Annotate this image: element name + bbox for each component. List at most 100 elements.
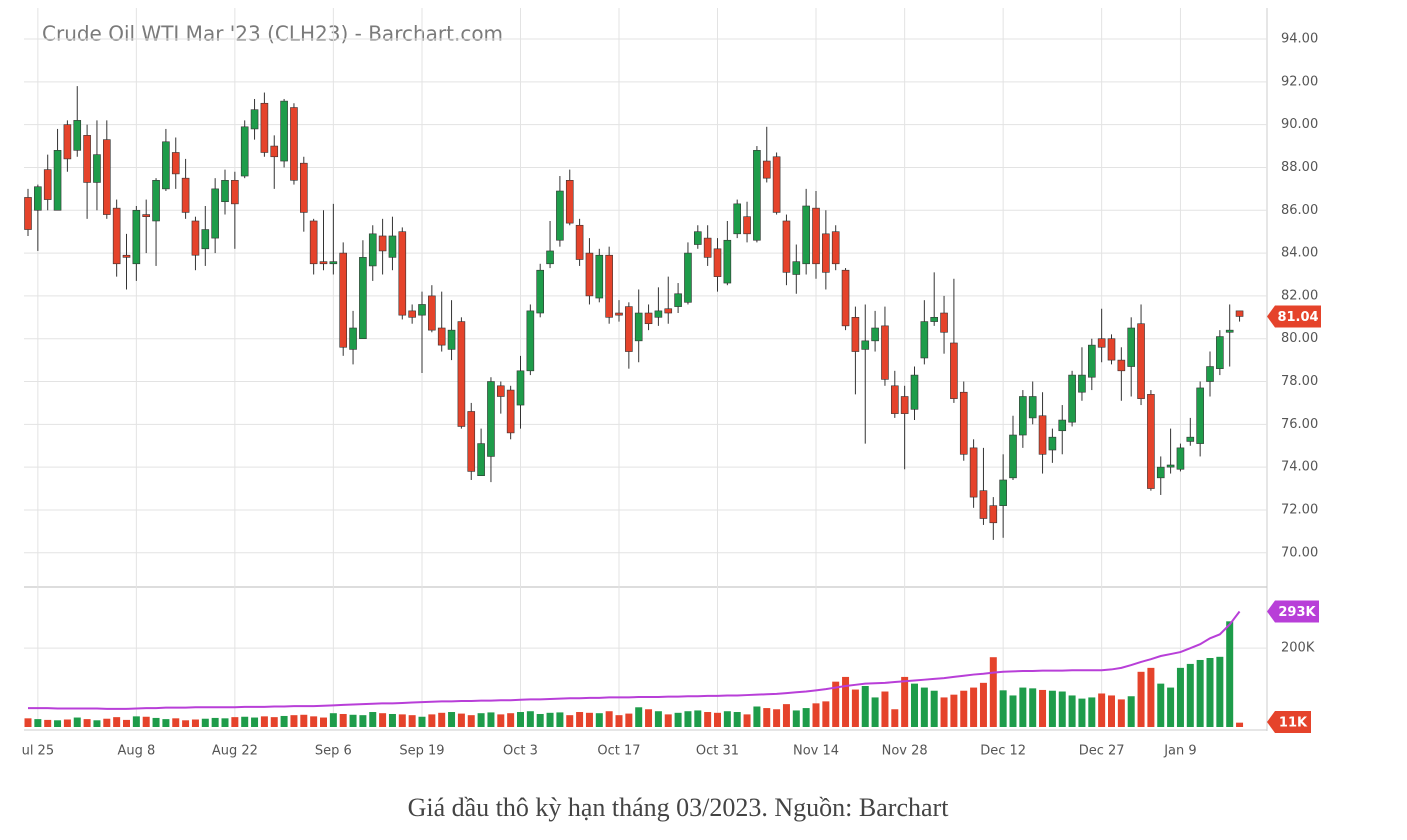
volume-bar (684, 711, 692, 727)
volume-bar (1186, 663, 1194, 727)
volume-bar (901, 676, 909, 727)
candle-body (999, 479, 1007, 506)
volume-bar (871, 697, 879, 727)
volume-bar (103, 718, 111, 727)
candle-body (142, 214, 150, 217)
volume-bar (1029, 688, 1037, 727)
volume-bar (1226, 621, 1234, 727)
volume-bar (674, 712, 682, 727)
volume-bar (1058, 691, 1066, 727)
candle-body (368, 233, 377, 267)
candle-body (447, 329, 456, 350)
volume-bar (1176, 667, 1184, 727)
candle-body (516, 370, 525, 406)
y-tick-label: 90.00 (1281, 117, 1318, 132)
candle-body (53, 150, 62, 211)
candle-body (1166, 464, 1175, 468)
candle-body (989, 505, 998, 524)
candle-body (103, 139, 111, 215)
candle-body (201, 229, 210, 250)
volume-bar (664, 714, 672, 727)
caption: Giá dầu thô kỳ hạn tháng 03/2023. Nguồn:… (408, 793, 950, 822)
candle-body (762, 160, 771, 179)
candle-body (1156, 466, 1165, 479)
volume-average-label-bg (1267, 600, 1319, 623)
candle-body (851, 316, 860, 352)
candle-body (575, 224, 584, 260)
candle-body (812, 207, 820, 265)
candle-body (703, 237, 712, 258)
volume-bar (911, 683, 918, 727)
y-tick-label: 70.00 (1281, 545, 1318, 560)
volume-bar (704, 712, 712, 727)
candle-body (1019, 396, 1027, 436)
candle-body (162, 141, 170, 190)
candle-body (920, 321, 929, 359)
x-tick-label: Aug 8 (117, 744, 155, 759)
candle-body (1206, 366, 1214, 382)
candle-body (171, 152, 180, 175)
volume-bar (645, 709, 653, 727)
candle-body (841, 269, 850, 327)
candle-body (536, 269, 545, 314)
candle-body (1137, 323, 1145, 399)
y-tick-label: 88.00 (1281, 160, 1318, 175)
volume-bar (743, 714, 751, 727)
candle-body (34, 186, 42, 211)
y-tick-label: 94.00 (1281, 32, 1318, 47)
volume-bar (1147, 667, 1155, 727)
x-tick-label: Jan 9 (1163, 744, 1196, 759)
volume-bar (605, 711, 613, 727)
volume-bar (536, 713, 544, 727)
volume-bar (388, 713, 396, 727)
volume-bar (763, 708, 771, 727)
candle-body (693, 231, 702, 245)
volume-bar (191, 719, 199, 727)
candle-body (477, 443, 485, 476)
volume-bar (585, 712, 593, 727)
volume-bar (428, 714, 436, 727)
volume-bar (940, 697, 948, 727)
y-tick-label: 84.00 (1281, 246, 1318, 261)
volume-bar (930, 690, 938, 727)
volume-bar (221, 718, 229, 727)
candle-body (211, 188, 219, 239)
volume-bar (329, 713, 337, 727)
volume-bar (773, 709, 781, 727)
volume-bar (132, 716, 140, 727)
candle-body (299, 162, 308, 213)
candle-body (1038, 415, 1047, 455)
volume-bar (851, 689, 859, 727)
candle-body (378, 235, 387, 252)
last-price-label: 81.04 (1277, 310, 1318, 325)
volume-bar (260, 716, 268, 727)
candle-body (1216, 336, 1224, 369)
candle-body (723, 239, 732, 284)
volume-bar (438, 712, 446, 727)
volume-bar (812, 703, 820, 727)
x-tick-label: Sep 6 (315, 744, 352, 759)
candle-body (457, 321, 466, 427)
volume-bar (123, 719, 130, 727)
x-tick-label: Oct 17 (597, 744, 640, 759)
candle-body (418, 304, 426, 316)
volume-bar (960, 690, 968, 727)
volume-bar (211, 717, 219, 727)
candle-body (959, 391, 968, 455)
volume-bar (182, 720, 190, 727)
volume-bar (369, 712, 377, 727)
candle-body (1058, 419, 1067, 432)
candle-body (782, 220, 791, 273)
candle-body (802, 205, 810, 265)
candle-body (359, 257, 367, 340)
volume-bar (526, 711, 534, 727)
candle-body (496, 385, 505, 397)
candle-body (644, 312, 653, 325)
candle-body (684, 252, 692, 303)
candle-body (1176, 447, 1185, 470)
volume-bar (999, 690, 1007, 727)
volume-bar (63, 719, 71, 727)
candle-body (743, 216, 751, 235)
volume-bar (477, 713, 485, 727)
volume-bar (615, 715, 623, 727)
